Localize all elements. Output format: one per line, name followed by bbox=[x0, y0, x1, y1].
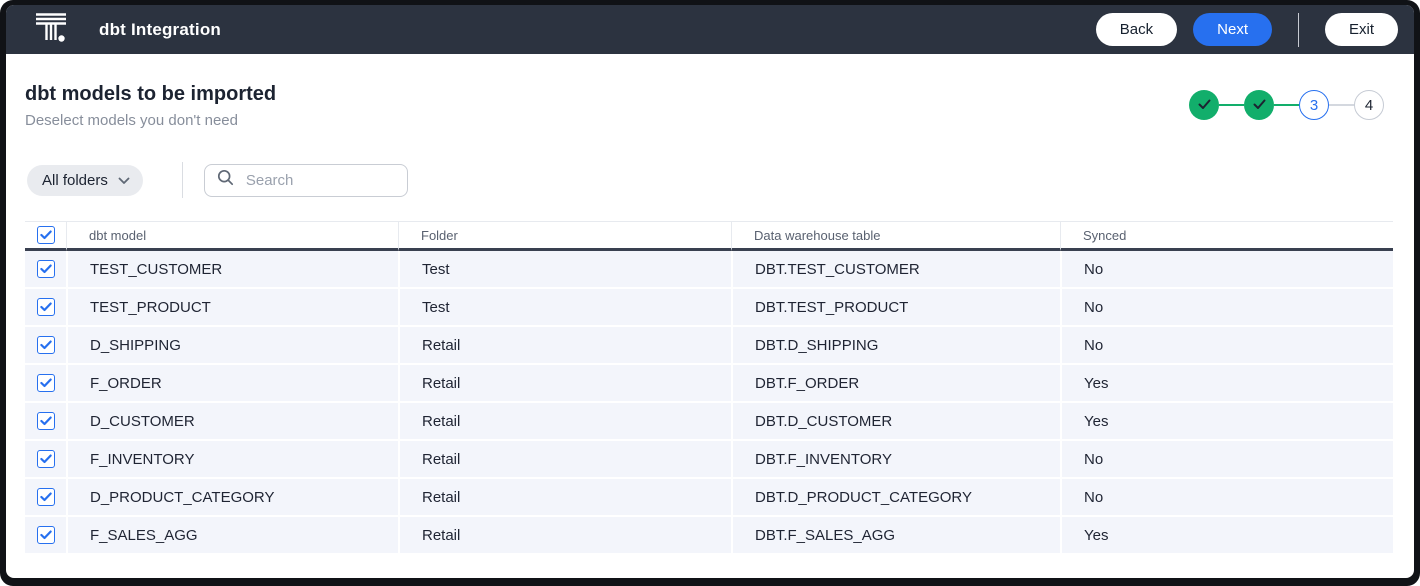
next-button[interactable]: Next bbox=[1193, 13, 1272, 46]
cell-folder: Test bbox=[398, 251, 731, 289]
cell-dbt-model: F_INVENTORY bbox=[66, 441, 398, 479]
search-input[interactable] bbox=[243, 170, 397, 190]
section-subtitle: Deselect models you don't need bbox=[25, 112, 238, 129]
models-table: dbt model Folder Data warehouse table Sy… bbox=[25, 221, 1393, 555]
cell-folder: Test bbox=[398, 289, 731, 327]
table-row[interactable]: F_SALES_AGG Retail DBT.F_SALES_AGG Yes bbox=[25, 517, 1393, 555]
table-row[interactable]: TEST_PRODUCT Test DBT.TEST_PRODUCT No bbox=[25, 289, 1393, 327]
row-checkbox[interactable] bbox=[36, 336, 55, 355]
check-icon bbox=[1253, 97, 1266, 114]
cell-dbt-model: TEST_CUSTOMER bbox=[66, 251, 398, 289]
cell-dbt-model: TEST_PRODUCT bbox=[66, 289, 398, 327]
chevron-down-icon bbox=[118, 172, 130, 189]
cell-synced: No bbox=[1060, 441, 1393, 479]
section-title: dbt models to be imported bbox=[25, 83, 277, 105]
select-all-checkbox[interactable] bbox=[36, 226, 55, 244]
search-box[interactable] bbox=[203, 163, 408, 197]
stepper-connector bbox=[1219, 104, 1244, 106]
step-number: 4 bbox=[1364, 96, 1374, 114]
step-3-current: 3 bbox=[1299, 90, 1329, 120]
table-row[interactable]: D_SHIPPING Retail DBT.D_SHIPPING No bbox=[25, 327, 1393, 365]
folder-filter-label: All folders bbox=[42, 171, 108, 189]
row-checkbox[interactable] bbox=[36, 450, 55, 469]
table-row[interactable]: F_INVENTORY Retail DBT.F_INVENTORY No bbox=[25, 441, 1393, 479]
app-window: dbt Integration Back Next Exit dbt model… bbox=[6, 5, 1414, 578]
step-4-upcoming: 4 bbox=[1354, 90, 1384, 120]
header-divider bbox=[1297, 12, 1299, 47]
main-content: dbt models to be imported Deselect model… bbox=[6, 54, 1414, 555]
back-button[interactable]: Back bbox=[1095, 13, 1178, 46]
step-1-complete bbox=[1189, 90, 1219, 120]
row-checkbox[interactable] bbox=[36, 374, 55, 393]
cell-folder: Retail bbox=[398, 403, 731, 441]
cell-warehouse-table: DBT.D_CUSTOMER bbox=[731, 403, 1060, 441]
row-checkbox[interactable] bbox=[36, 488, 55, 507]
table-row[interactable]: TEST_CUSTOMER Test DBT.TEST_CUSTOMER No bbox=[25, 251, 1393, 289]
wizard-stepper: 3 4 bbox=[1189, 90, 1384, 120]
table-header-row: dbt model Folder Data warehouse table Sy… bbox=[25, 221, 1393, 251]
row-checkbox[interactable] bbox=[36, 526, 55, 545]
page-head: dbt models to be imported Deselect model… bbox=[6, 54, 1414, 129]
cell-folder: Retail bbox=[398, 327, 731, 365]
app-header: dbt Integration Back Next Exit bbox=[6, 5, 1414, 54]
folder-filter-dropdown[interactable]: All folders bbox=[27, 164, 143, 196]
cell-dbt-model: D_SHIPPING bbox=[66, 327, 398, 365]
stepper-connector bbox=[1329, 104, 1354, 106]
cell-synced: No bbox=[1060, 251, 1393, 289]
filter-bar: All folders bbox=[6, 162, 1414, 198]
row-checkbox[interactable] bbox=[36, 260, 55, 279]
column-header-dbt-model: dbt model bbox=[66, 221, 398, 251]
cell-synced: Yes bbox=[1060, 365, 1393, 403]
cell-warehouse-table: DBT.TEST_PRODUCT bbox=[731, 289, 1060, 327]
thoughtspot-logo-icon bbox=[33, 9, 69, 50]
cell-folder: Retail bbox=[398, 517, 731, 555]
section-titles: dbt models to be imported Deselect model… bbox=[25, 83, 276, 129]
cell-warehouse-table: DBT.D_PRODUCT_CATEGORY bbox=[731, 479, 1060, 517]
cell-synced: No bbox=[1060, 289, 1393, 327]
search-icon bbox=[217, 169, 234, 191]
cell-dbt-model: F_SALES_AGG bbox=[66, 517, 398, 555]
cell-folder: Retail bbox=[398, 479, 731, 517]
row-checkbox[interactable] bbox=[36, 412, 55, 431]
cell-folder: Retail bbox=[398, 441, 731, 479]
row-checkbox[interactable] bbox=[36, 298, 55, 317]
table-row[interactable]: F_ORDER Retail DBT.F_ORDER Yes bbox=[25, 365, 1393, 403]
cell-synced: No bbox=[1060, 479, 1393, 517]
cell-warehouse-table: DBT.D_SHIPPING bbox=[731, 327, 1060, 365]
stepper-connector bbox=[1274, 104, 1299, 106]
cell-synced: Yes bbox=[1060, 403, 1393, 441]
cell-synced: Yes bbox=[1060, 517, 1393, 555]
cell-warehouse-table: DBT.F_ORDER bbox=[731, 365, 1060, 403]
cell-warehouse-table: DBT.TEST_CUSTOMER bbox=[731, 251, 1060, 289]
cell-dbt-model: F_ORDER bbox=[66, 365, 398, 403]
cell-warehouse-table: DBT.F_SALES_AGG bbox=[731, 517, 1060, 555]
app-header-actions: Back Next Exit bbox=[1095, 12, 1398, 47]
table-row[interactable]: D_CUSTOMER Retail DBT.D_CUSTOMER Yes bbox=[25, 403, 1393, 441]
cell-warehouse-table: DBT.F_INVENTORY bbox=[731, 441, 1060, 479]
column-header-synced: Synced bbox=[1060, 221, 1393, 251]
cell-synced: No bbox=[1060, 327, 1393, 365]
exit-button[interactable]: Exit bbox=[1324, 13, 1398, 46]
table-row[interactable]: D_PRODUCT_CATEGORY Retail DBT.D_PRODUCT_… bbox=[25, 479, 1393, 517]
cell-dbt-model: D_PRODUCT_CATEGORY bbox=[66, 479, 398, 517]
column-header-warehouse-table: Data warehouse table bbox=[731, 221, 1060, 251]
step-2-complete bbox=[1244, 90, 1274, 120]
step-number: 3 bbox=[1309, 96, 1319, 114]
filter-divider bbox=[181, 162, 183, 198]
app-title: dbt Integration bbox=[99, 19, 221, 39]
app-header-left: dbt Integration bbox=[33, 9, 221, 50]
cell-folder: Retail bbox=[398, 365, 731, 403]
column-header-folder: Folder bbox=[398, 221, 731, 251]
cell-dbt-model: D_CUSTOMER bbox=[66, 403, 398, 441]
check-icon bbox=[1198, 97, 1211, 114]
